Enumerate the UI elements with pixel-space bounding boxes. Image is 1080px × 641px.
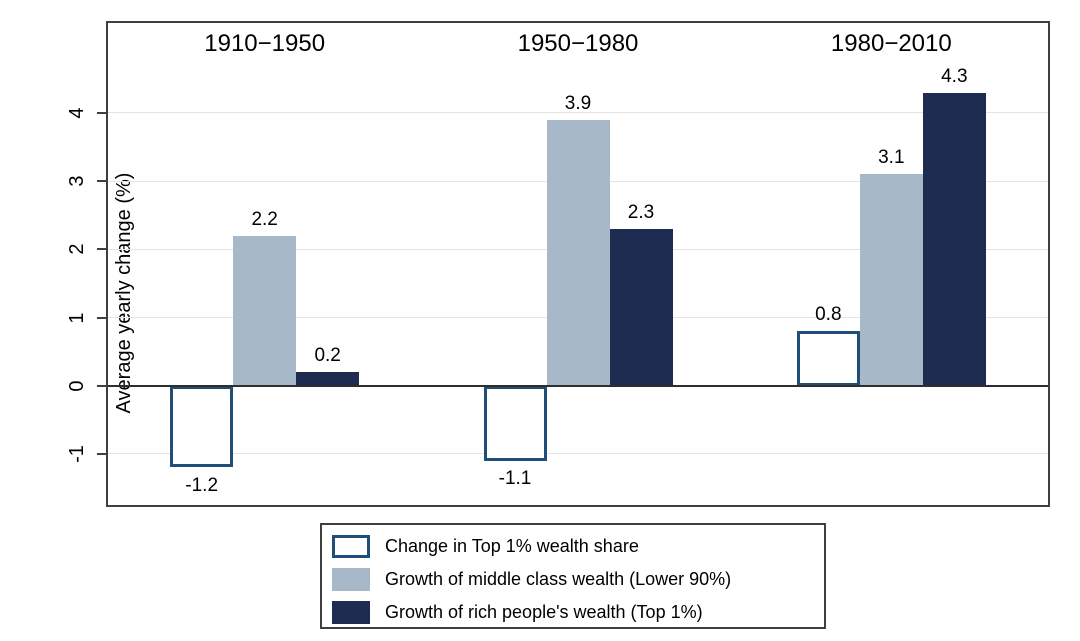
zero-axis-line <box>108 384 1048 387</box>
y-axis-tick <box>97 248 106 251</box>
y-axis-tick <box>97 316 106 319</box>
plot-area: Average yearly change (%) -1 0 1 2 3 4 1910−19… <box>66 21 1050 507</box>
y-axis-tick <box>97 180 106 183</box>
bar-value-label: 0.8 <box>815 304 842 326</box>
legend-label: Growth of rich people's wealth (Top 1%) <box>385 602 703 622</box>
y-tick-label: -1 <box>65 444 88 463</box>
y-tick-label: 3 <box>65 175 88 187</box>
group-label: 1950−1980 <box>517 30 639 57</box>
legend-row: Growth of rich people's wealth (Top 1%) <box>332 601 703 624</box>
bar-series3-group3 <box>922 92 986 386</box>
bar-series1-group3 <box>796 331 860 386</box>
bar-value-label: 3.9 <box>564 92 592 114</box>
y-tick-label: 0 <box>65 380 88 392</box>
y-tick-label: 1 <box>65 311 88 324</box>
bar-series2-group2 <box>546 119 610 386</box>
bar-series1-group2 <box>483 385 547 461</box>
legend-row: Change in Top 1% wealth share <box>332 535 639 558</box>
group-label: 1910−1950 <box>204 30 326 57</box>
bar-value-label: 3.1 <box>878 147 905 169</box>
legend-swatch <box>332 601 370 624</box>
legend-label: Change in Top 1% wealth share <box>385 536 639 556</box>
y-tick-label: 4 <box>65 107 88 119</box>
gridline <box>108 453 1048 455</box>
y-axis-tick <box>97 384 106 387</box>
y-tick-label: 2 <box>65 243 88 255</box>
y-axis-tick <box>97 111 106 114</box>
bar-value-label: 2.3 <box>627 201 655 223</box>
bar-value-label: 0.2 <box>314 345 341 367</box>
bar-value-label: -1.1 <box>498 467 532 489</box>
legend: Change in Top 1% wealth share Growth of m… <box>320 523 826 629</box>
bar-value-label: 4.3 <box>941 65 968 87</box>
bar-series1-group1 <box>170 385 234 468</box>
legend-swatch <box>332 568 370 591</box>
y-axis-title: Average yearly change (%) <box>112 172 135 414</box>
bar-series3-group2 <box>609 228 673 386</box>
bar-value-label: 2.2 <box>251 208 278 230</box>
bar-series3-group1 <box>296 372 360 386</box>
group-label: 1980−2010 <box>830 30 952 57</box>
legend-swatch <box>332 535 370 558</box>
y-axis-tick <box>97 452 106 455</box>
legend-row: Growth of middle class wealth (Lower 90%… <box>332 568 731 591</box>
gridline <box>108 112 1048 114</box>
bar-series2-group1 <box>233 235 297 386</box>
bar-series2-group3 <box>859 174 923 386</box>
bar-value-label: -1.2 <box>185 474 219 496</box>
legend-label: Growth of middle class wealth (Lower 90%… <box>385 569 732 589</box>
